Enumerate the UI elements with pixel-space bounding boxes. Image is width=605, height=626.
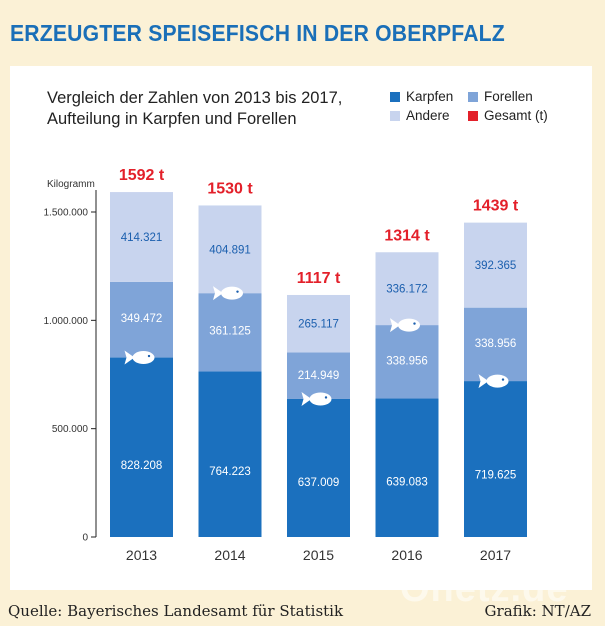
chart-legend: Karpfen Forellen Andere Gesamt (t) — [390, 89, 600, 129]
y-tick-label: 500.000 — [52, 424, 89, 435]
bar-segment-andere-2015 — [287, 294, 350, 353]
watermark: Onetz.de — [400, 568, 569, 610]
legend-swatch-andere — [390, 110, 400, 121]
data-label-karpfen-2016: 639.083 — [386, 477, 428, 489]
page-title: ERZEUGTER SPEISEFISCH IN DER OBERPFALZ — [10, 20, 505, 46]
legend-label-andere: Andere — [406, 108, 450, 123]
fish-icon — [124, 350, 155, 365]
legend-swatch-karpfen — [390, 91, 400, 102]
data-label-forellen-2016: 338.956 — [386, 355, 428, 367]
bar-segment-andere-2014 — [198, 205, 262, 294]
data-label-forellen-2014: 361.125 — [209, 326, 251, 338]
data-label-forellen-2013: 349.472 — [121, 313, 163, 325]
fish-icon — [478, 374, 509, 389]
legend-item-gesamt: Gesamt (t) — [468, 108, 548, 123]
bar-segment-karpfen-2015 — [287, 398, 350, 537]
bar-segment-karpfen-2016 — [375, 398, 439, 537]
total-label-2015: 1117 t — [297, 270, 341, 287]
data-label-andere-2016: 336.172 — [386, 284, 428, 296]
bar-segment-andere-2017 — [464, 222, 527, 308]
legend-item-forellen: Forellen — [468, 89, 533, 104]
legend-item-karpfen: Karpfen — [390, 89, 453, 104]
legend-swatch-gesamt — [468, 110, 478, 121]
x-tick-label: 2015 — [303, 547, 334, 563]
legend-label-karpfen: Karpfen — [406, 89, 454, 104]
bar-segment-karpfen-2017 — [464, 381, 527, 537]
data-label-andere-2014: 404.891 — [209, 244, 251, 256]
x-tick-label: 2013 — [126, 547, 157, 563]
legend-item-andere: Andere — [390, 108, 450, 123]
fish-icon — [301, 391, 332, 406]
bar-segment-andere-2013 — [110, 192, 173, 282]
legend-label-gesamt: Gesamt (t) — [484, 108, 548, 123]
data-label-andere-2013: 414.321 — [121, 232, 163, 244]
bar-segment-karpfen-2013 — [110, 357, 173, 537]
total-label-2014: 1530 t — [207, 180, 253, 197]
y-tick-label: 0 — [82, 533, 88, 544]
data-label-andere-2015: 265.117 — [298, 319, 339, 331]
bar-segment-forellen-2017 — [464, 307, 527, 382]
data-label-karpfen-2017: 719.625 — [475, 470, 517, 482]
chart-subtitle-line-1: Vergleich der Zahlen von 2013 bis 2017, — [47, 89, 343, 107]
data-label-karpfen-2013: 828.208 — [121, 460, 163, 472]
bar-segment-forellen-2015 — [287, 352, 350, 399]
bar-segment-forellen-2014 — [198, 293, 262, 372]
bar-segment-forellen-2013 — [110, 281, 173, 358]
y-axis-title: Kilogramm — [47, 179, 95, 190]
data-label-karpfen-2014: 764.223 — [209, 466, 251, 478]
chart-subtitle-line-2: Aufteilung in Karpfen und Forellen — [47, 110, 297, 128]
graphic-credit: Grafik: NT/AZ — [484, 602, 591, 620]
fish-icon — [390, 318, 420, 333]
source-note: Quelle: Bayerisches Landesamt für Statis… — [8, 602, 344, 620]
legend-label-forellen: Forellen — [484, 89, 533, 104]
fish-icon — [213, 286, 243, 301]
y-tick-label: 1.000.000 — [44, 316, 89, 327]
x-tick-label: 2014 — [214, 547, 245, 563]
x-tick-label: 2017 — [480, 547, 511, 563]
data-label-karpfen-2015: 637.009 — [298, 477, 340, 489]
data-label-andere-2017: 392.365 — [475, 260, 517, 272]
chart-subtitle: Vergleich der Zahlen von 2013 bis 2017, … — [47, 88, 342, 130]
x-tick-label: 2016 — [391, 547, 422, 563]
bar-segment-forellen-2016 — [375, 325, 439, 399]
data-label-forellen-2015: 214.949 — [298, 370, 340, 382]
total-label-2013: 1592 t — [119, 167, 165, 184]
total-label-2017: 1439 t — [473, 198, 519, 215]
y-tick-label: 1.500.000 — [44, 208, 89, 219]
total-label-2016: 1314 t — [384, 227, 430, 244]
legend-swatch-forellen — [468, 91, 478, 102]
data-label-forellen-2017: 338.956 — [475, 338, 517, 350]
bar-segment-andere-2016 — [375, 252, 439, 326]
bar-segment-karpfen-2014 — [198, 371, 262, 537]
